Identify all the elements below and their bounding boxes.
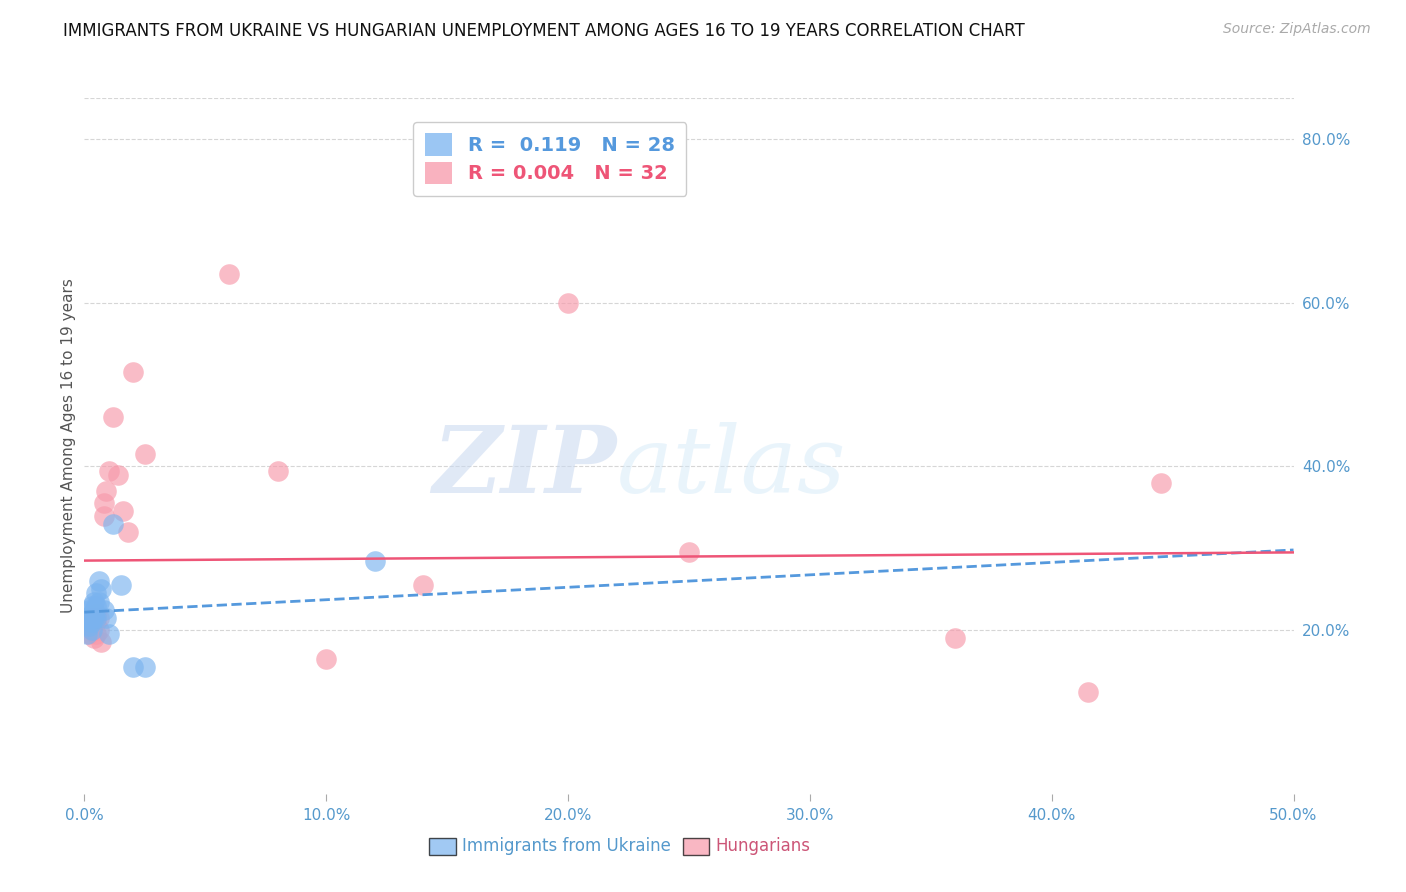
Point: [117, 524, 139, 539]
Point: [315, 652, 337, 666]
Point: [134, 447, 156, 461]
Text: atlas: atlas: [616, 422, 846, 512]
Y-axis label: Unemployment Among Ages 16 to 19 years: Unemployment Among Ages 16 to 19 years: [60, 278, 76, 614]
Point: [76, 615, 98, 629]
Point: [93, 603, 115, 617]
Text: Source: ZipAtlas.com: Source: ZipAtlas.com: [1223, 22, 1371, 37]
Point: [83, 607, 105, 621]
Point: [76, 611, 98, 625]
Point: [87, 623, 110, 637]
Point: [86, 607, 108, 621]
Point: [110, 578, 132, 592]
Point: [943, 632, 966, 646]
Point: [1149, 475, 1171, 490]
Point: [80, 615, 103, 629]
Point: [86, 615, 108, 629]
Point: [121, 660, 143, 674]
Point: [80, 611, 103, 625]
Point: [86, 611, 108, 625]
Point: [87, 574, 110, 588]
FancyBboxPatch shape: [429, 838, 456, 855]
Point: [83, 594, 105, 608]
Text: Hungarians: Hungarians: [716, 837, 810, 855]
Point: [77, 619, 100, 633]
Point: [76, 627, 98, 641]
Point: [112, 504, 135, 518]
Point: [80, 607, 103, 621]
Point: [412, 578, 434, 592]
Point: [103, 516, 125, 531]
Point: [86, 599, 108, 613]
Point: [80, 599, 103, 613]
Point: [363, 553, 385, 567]
Point: [103, 410, 125, 425]
Point: [218, 267, 240, 281]
Point: [87, 594, 110, 608]
Point: [83, 611, 105, 625]
Point: [83, 603, 105, 617]
Point: [107, 467, 129, 482]
Point: [90, 582, 112, 597]
Point: [93, 508, 115, 523]
Point: [83, 632, 105, 646]
Point: [90, 635, 112, 649]
Point: [121, 365, 143, 379]
Text: ZIP: ZIP: [432, 422, 616, 512]
Point: [83, 611, 105, 625]
Point: [80, 623, 103, 637]
Point: [77, 603, 100, 617]
Text: IMMIGRANTS FROM UKRAINE VS HUNGARIAN UNEMPLOYMENT AMONG AGES 16 TO 19 YEARS CORR: IMMIGRANTS FROM UKRAINE VS HUNGARIAN UNE…: [63, 22, 1025, 40]
Point: [87, 611, 110, 625]
Point: [80, 623, 103, 637]
Legend: R =  0.119   N = 28, R = 0.004   N = 32: R = 0.119 N = 28, R = 0.004 N = 32: [413, 121, 686, 196]
Point: [1077, 684, 1099, 698]
Point: [267, 464, 290, 478]
Point: [86, 627, 108, 641]
FancyBboxPatch shape: [683, 838, 710, 855]
Point: [97, 464, 120, 478]
Point: [94, 611, 117, 625]
Text: Immigrants from Ukraine: Immigrants from Ukraine: [461, 837, 671, 855]
Point: [678, 545, 700, 559]
Point: [134, 660, 156, 674]
Point: [93, 496, 115, 510]
Point: [77, 611, 100, 625]
Point: [86, 586, 108, 600]
Point: [97, 627, 120, 641]
Point: [94, 483, 117, 498]
Point: [77, 627, 100, 641]
Point: [557, 295, 579, 310]
Point: [77, 619, 100, 633]
Point: [80, 611, 103, 625]
